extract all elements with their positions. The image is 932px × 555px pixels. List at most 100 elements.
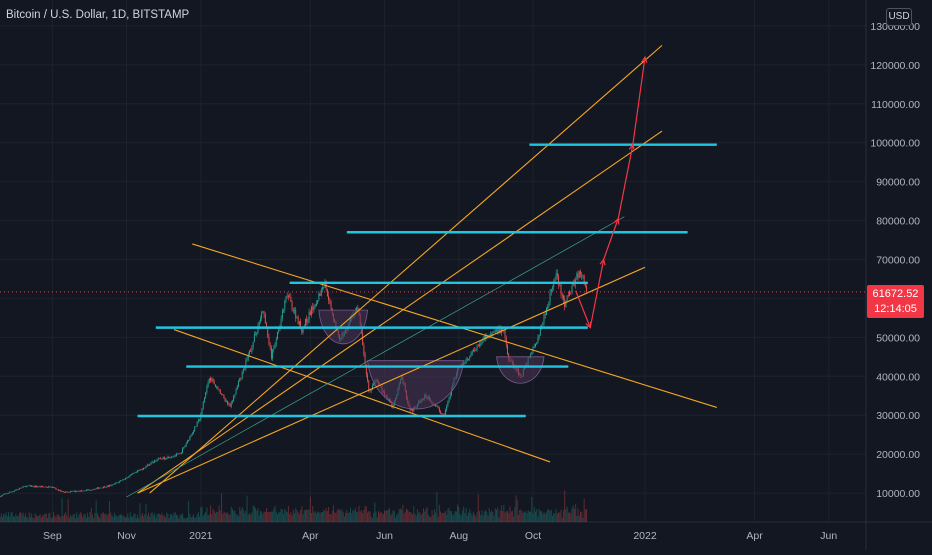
bar-countdown: 12:14:05 bbox=[867, 302, 924, 317]
candle-body bbox=[450, 395, 451, 398]
volume-bar bbox=[406, 509, 407, 522]
candle-body bbox=[11, 492, 12, 493]
volume-bar bbox=[40, 514, 41, 522]
candle-body bbox=[82, 491, 83, 492]
candle-body bbox=[231, 402, 232, 406]
candle-body bbox=[206, 387, 207, 393]
candle-body bbox=[579, 271, 580, 278]
volume-bar bbox=[21, 514, 22, 522]
candle-body bbox=[127, 477, 128, 478]
volume-bar bbox=[474, 514, 475, 522]
volume-bar bbox=[93, 518, 94, 522]
candle-body bbox=[287, 296, 288, 297]
volume-bar bbox=[183, 518, 184, 522]
volume-bar bbox=[166, 513, 167, 522]
volume-bar bbox=[129, 518, 130, 522]
candle-body bbox=[31, 486, 32, 487]
volume-bar bbox=[452, 516, 453, 522]
currency-button[interactable]: USD bbox=[886, 8, 912, 26]
volume-bar bbox=[400, 509, 401, 522]
volume-bar bbox=[136, 518, 137, 522]
volume-bar bbox=[23, 513, 24, 522]
last-price-value: 61672.52 bbox=[867, 287, 924, 302]
volume-bar bbox=[58, 515, 59, 522]
candle-body bbox=[534, 347, 535, 348]
candle-body bbox=[51, 487, 52, 488]
volume-bar bbox=[327, 511, 328, 522]
candle-body bbox=[57, 489, 58, 490]
volume-bar bbox=[255, 508, 256, 522]
volume-bar bbox=[570, 514, 571, 522]
price-tick-label: 100000.00 bbox=[870, 138, 920, 150]
volume-bar bbox=[125, 518, 126, 522]
candle-body bbox=[507, 345, 508, 354]
candle-body bbox=[466, 359, 467, 362]
candle-body bbox=[294, 310, 295, 311]
volume-bar bbox=[259, 516, 260, 522]
volume-bar bbox=[479, 511, 480, 522]
volume-bar bbox=[373, 513, 374, 522]
volume-bar bbox=[506, 511, 507, 522]
volume-bar bbox=[533, 513, 534, 522]
volume-bar bbox=[425, 509, 426, 522]
candle-body bbox=[71, 491, 72, 492]
candle-body bbox=[265, 315, 266, 324]
volume-bar bbox=[62, 498, 63, 522]
volume-bar bbox=[522, 511, 523, 522]
candle-body bbox=[157, 460, 158, 461]
volume-bar bbox=[374, 503, 375, 522]
candle-body bbox=[270, 345, 271, 348]
volume-bar bbox=[155, 518, 156, 522]
volume-bar bbox=[526, 513, 527, 522]
price-tick-label: 20000.00 bbox=[876, 449, 920, 461]
volume-bar bbox=[34, 518, 35, 522]
candle-body bbox=[204, 397, 205, 401]
volume-bar bbox=[52, 518, 53, 522]
candle-body bbox=[160, 458, 161, 459]
volume-bar bbox=[483, 515, 484, 522]
volume-bar bbox=[63, 516, 64, 522]
candle-body bbox=[469, 356, 470, 359]
candle-body bbox=[288, 296, 289, 297]
volume-bar bbox=[408, 512, 409, 522]
volume-bar bbox=[503, 505, 504, 522]
candle-body bbox=[20, 488, 21, 489]
candle-body bbox=[222, 394, 223, 395]
volume-bar bbox=[517, 500, 518, 522]
candle-body bbox=[101, 488, 102, 489]
candle-body bbox=[60, 490, 61, 492]
volume-bar bbox=[481, 510, 482, 522]
candle-body bbox=[113, 484, 114, 485]
volume-bar bbox=[133, 514, 134, 522]
candle-body bbox=[237, 386, 238, 390]
candle-body bbox=[18, 489, 19, 490]
volume-bar bbox=[187, 518, 188, 522]
volume-bar bbox=[68, 499, 69, 522]
candle-body bbox=[203, 402, 204, 409]
candle-body bbox=[328, 296, 329, 300]
candle-body bbox=[439, 408, 440, 412]
price-tick-label: 10000.00 bbox=[876, 488, 920, 500]
volume-bar bbox=[518, 515, 519, 522]
volume-bar bbox=[212, 509, 213, 522]
volume-bar bbox=[356, 512, 357, 522]
candle-body bbox=[468, 359, 469, 360]
candle-body bbox=[230, 404, 231, 406]
volume-bar bbox=[366, 507, 367, 522]
volume-bar bbox=[460, 514, 461, 522]
volume-bar bbox=[390, 516, 391, 522]
candle-body bbox=[262, 311, 263, 312]
candle-body bbox=[551, 289, 552, 292]
volume-bar bbox=[525, 511, 526, 522]
volume-bar bbox=[38, 516, 39, 522]
volume-bar bbox=[74, 514, 75, 522]
candle-body bbox=[8, 493, 9, 494]
volume-bar bbox=[277, 515, 278, 522]
volume-bar bbox=[413, 506, 414, 522]
volume-bar bbox=[337, 510, 338, 522]
volume-bar bbox=[490, 512, 491, 522]
volume-bar bbox=[57, 514, 58, 522]
volume-bar bbox=[357, 511, 358, 522]
